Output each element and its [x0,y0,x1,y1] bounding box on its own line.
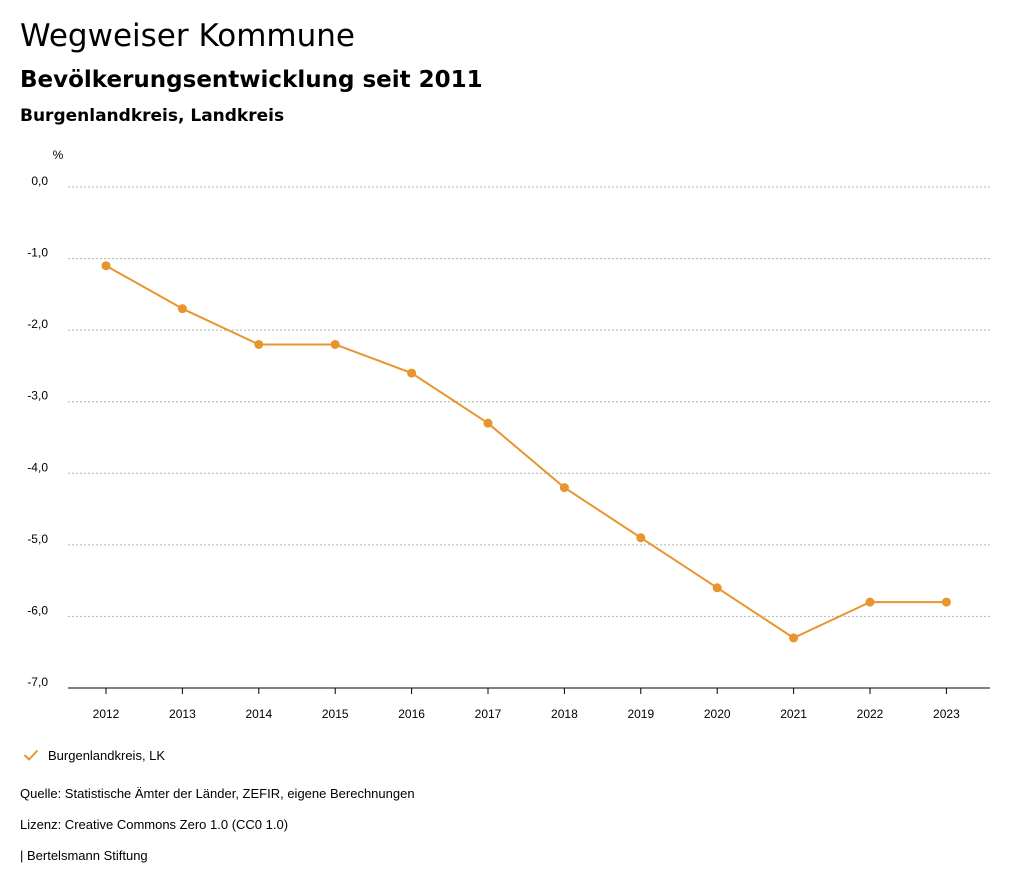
x-tick-label: 2020 [704,707,731,721]
data-point-2018[interactable] [559,483,569,493]
x-tick-label: 2014 [245,707,272,721]
data-series [101,261,951,643]
x-axis: 2012 2013 2014 2015 2016 2017 2018 2019 2020 2021… [93,688,960,721]
data-point-2020[interactable] [712,583,722,593]
data-point-2015[interactable] [330,339,340,349]
x-tick-label: 2015 [322,707,349,721]
source-note: Quelle: Statistische Ämter der Länder, Z… [20,786,415,801]
data-point-2014[interactable] [254,339,264,349]
legend-label: Burgenlandkreis, LK [48,747,166,763]
chart-subtitle: Bevölkerungsentwicklung seit 2011 [20,67,483,93]
x-tick-label: 2012 [93,707,120,721]
y-tick-label: -5,0 [27,532,48,546]
checkmark-icon [24,750,38,761]
y-tick-label: -1,0 [27,246,48,260]
y-axis-unit-label: % [53,148,64,162]
data-point-2017[interactable] [483,418,493,428]
data-point-2021[interactable] [789,633,799,643]
y-tick-label: -4,0 [27,460,48,474]
x-tick-label: 2018 [551,707,578,721]
y-tick-label: 0,0 [31,174,48,188]
x-tick-label: 2023 [933,707,960,721]
y-tick-label: -7,0 [27,675,48,689]
data-point-2019[interactable] [636,533,646,543]
x-tick-label: 2019 [627,707,654,721]
y-tick-label: -3,0 [27,389,48,403]
grid-lines [68,186,990,689]
publisher-note: | Bertelsmann Stiftung [20,848,148,863]
x-tick-label: 2017 [475,707,502,721]
data-point-2013[interactable] [177,304,187,314]
x-tick-label: 2016 [398,707,425,721]
data-point-2022[interactable] [865,597,875,607]
data-point-2016[interactable] [407,368,417,378]
x-tick-label: 2022 [857,707,884,721]
x-tick-label: 2021 [780,707,807,721]
page-title: Wegweiser Kommune [20,18,355,54]
legend[interactable]: Burgenlandkreis, LK [20,744,165,766]
series-line [105,264,947,639]
region-label: Burgenlandkreis, Landkreis [20,106,285,126]
y-tick-label: -2,0 [27,317,48,331]
data-point-2023[interactable] [941,597,951,607]
data-point-2012[interactable] [101,261,111,271]
line-chart: % 0,0-1,0-2,0-3,0-4,0-5,0-6,0-7,0 2012 20… [27,148,990,721]
y-axis-ticks: 0,0 -1,0 -2,0 -3,0 -4,0 -5,0 -6,0 -7,0 [27,174,48,689]
y-tick-label: -6,0 [27,603,48,617]
license-note: Lizenz: Creative Commons Zero 1.0 (CC0 1… [20,817,289,832]
x-tick-label: 2013 [169,707,196,721]
